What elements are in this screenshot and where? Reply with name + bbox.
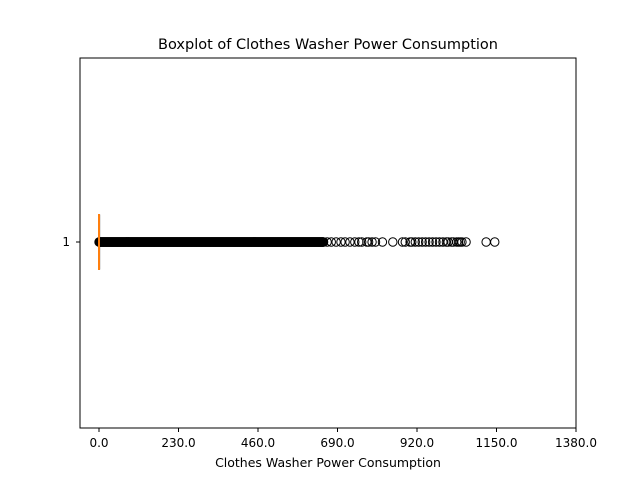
- outlier-point: [431, 237, 441, 247]
- x-tick-label: 1150.0: [476, 436, 518, 450]
- outlier-point: [410, 237, 420, 247]
- outlier-point: [417, 237, 427, 247]
- outlier-point: [457, 237, 467, 247]
- outlier-point: [318, 237, 329, 247]
- axes-frame: [79, 57, 577, 429]
- outlier-point: [357, 237, 367, 247]
- outlier-point: [377, 237, 388, 247]
- outlier-point: [367, 237, 377, 247]
- outlier-point: [490, 237, 500, 247]
- x-tick-label: 230.0: [161, 436, 195, 450]
- outlier-point: [414, 237, 424, 247]
- outlier-point: [363, 237, 374, 247]
- outlier-point: [420, 237, 431, 247]
- outlier-point: [322, 237, 332, 247]
- boxplot-marks: [94, 214, 500, 270]
- outlier-point: [345, 237, 355, 247]
- outlier-point: [370, 237, 381, 247]
- outlier-point: [326, 237, 336, 247]
- outlier-point: [340, 237, 350, 247]
- y-axis-ticks: 1: [62, 235, 80, 249]
- x-tick-label: 0.0: [89, 436, 108, 450]
- outlier-point: [350, 237, 360, 247]
- outlier-point: [427, 237, 438, 247]
- outlier-point: [397, 237, 408, 247]
- outlier-point: [424, 237, 434, 247]
- outlier-point: [400, 237, 410, 247]
- y-tick-label: 1: [62, 235, 70, 249]
- outlier-point: [336, 237, 346, 247]
- x-tick-label: 690.0: [320, 436, 354, 450]
- x-axis-label: Clothes Washer Power Consumption: [215, 455, 441, 470]
- outlier-point: [388, 237, 398, 247]
- chart-title: Boxplot of Clothes Washer Power Consumpt…: [158, 37, 498, 53]
- outlier-point: [407, 237, 417, 247]
- x-axis-ticks: 0.0 230.0 460.0 690.0 920.0 1150.0 1380.0: [89, 428, 597, 450]
- x-tick-label: 920.0: [400, 436, 434, 450]
- outlier-point: [331, 237, 341, 247]
- outlier-point: [461, 237, 471, 247]
- x-tick-label: 460.0: [241, 436, 275, 450]
- x-tick-label: 1380.0: [555, 436, 597, 450]
